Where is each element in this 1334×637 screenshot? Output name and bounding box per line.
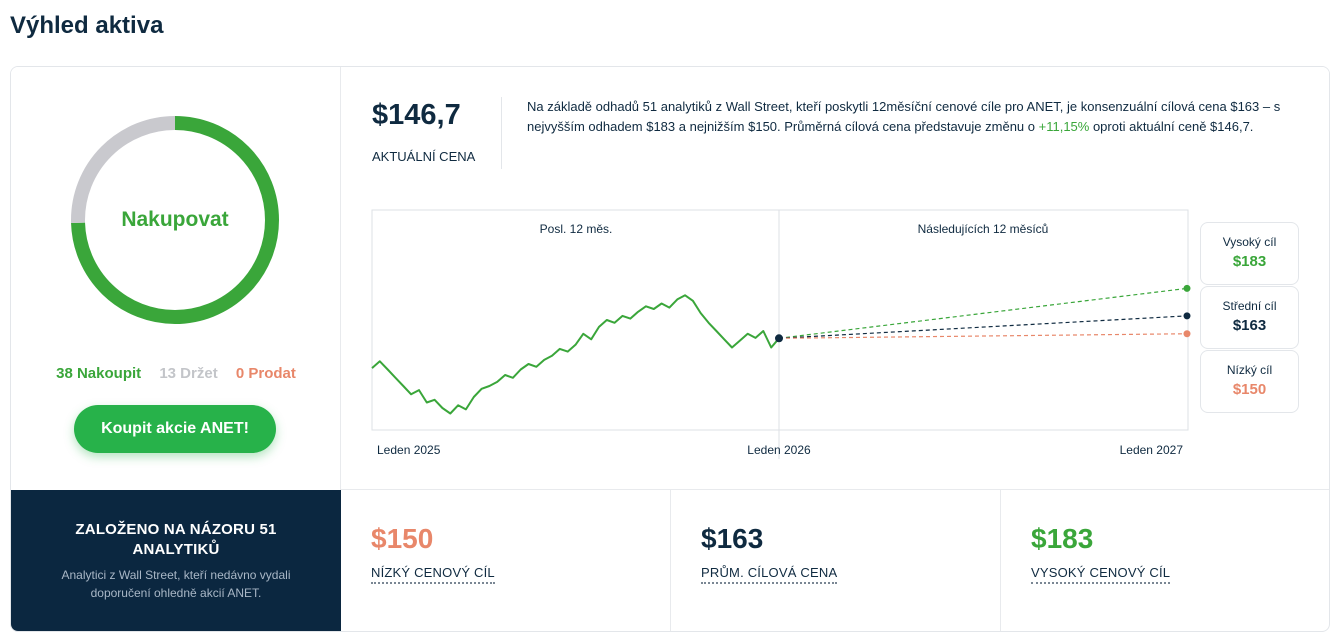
- high-target-point: [1183, 284, 1191, 292]
- summary-percent-change: +11,15%: [1038, 119, 1090, 134]
- analyst-outlook-card: Nakupovat 38 Nakoupit 13 Držet 0 Prodat …: [10, 66, 1330, 632]
- based-on-panel: ZALOŽENO NA NÁZORU 51 ANALYTIKŮ Analytic…: [11, 490, 341, 631]
- high-price-target-value: $183: [1031, 523, 1094, 554]
- hold-count: 13 Držet: [159, 365, 218, 382]
- current-price-label: AKTUÁLNÍ CENA: [372, 149, 476, 164]
- average-target-label: Střední cíl: [1222, 299, 1277, 313]
- page-title: Výhled aktiva: [10, 12, 164, 39]
- high-price-target-stat: $183 VYSOKÝ CENOVÝ CÍL: [1001, 490, 1329, 631]
- average-price-target-stat: $163 PRŮM. CÍLOVÁ CENA: [671, 490, 1001, 631]
- low-target-value: $150: [1232, 381, 1267, 398]
- sell-count: 0 Prodat: [235, 365, 296, 382]
- average-target-value: $163: [1232, 317, 1267, 334]
- average-target-point: [1183, 312, 1191, 320]
- high-target-value: $183: [1232, 253, 1267, 270]
- price-forecast-chart: Posl. 12 měs. Následujících 12 měsíců Le…: [371, 209, 1191, 459]
- forecast-panel: $146,7 AKTUÁLNÍ CENA Na základě odhadů 5…: [341, 67, 1329, 490]
- chart-frame: [371, 209, 1189, 431]
- high-target-projection-line: [778, 287, 1188, 339]
- average-price-target-value: $163: [701, 523, 764, 554]
- low-target-point: [1183, 330, 1191, 338]
- divider: [501, 97, 502, 169]
- donut-hold-segment: [71, 116, 279, 324]
- x-tick-label: Leden 2026: [747, 443, 811, 457]
- summary-text-end: oproti aktuální ceně $146,7.: [1089, 119, 1254, 134]
- buy-stock-button[interactable]: Koupit akcie ANET!: [74, 405, 276, 453]
- forecast-summary: Na základě odhadů 51 analytiků z Wall St…: [527, 97, 1297, 137]
- vote-counts: 38 Nakoupit 13 Držet 0 Prodat: [11, 365, 341, 382]
- based-on-subtitle: Analytici z Wall Street, kteří nedávno v…: [61, 568, 291, 600]
- low-target-projection-line: [778, 333, 1188, 339]
- low-price-target-label[interactable]: NÍZKÝ CENOVÝ CÍL: [371, 565, 495, 584]
- summary-text-start: Na základě odhadů 51 analytiků z Wall St…: [527, 99, 1281, 134]
- consensus-panel: Nakupovat 38 Nakoupit 13 Držet 0 Prodat …: [11, 67, 341, 490]
- consensus-donut-chart: [71, 116, 279, 324]
- x-tick-label: Leden 2027: [1120, 443, 1184, 457]
- average-target-box: Střední cíl $163: [1200, 286, 1299, 349]
- current-price-point: [775, 334, 783, 343]
- chart-past-label: Posl. 12 měs.: [540, 222, 613, 236]
- low-price-target-value: $150: [371, 523, 434, 554]
- low-target-box: Nízký cíl $150: [1200, 350, 1299, 413]
- x-tick-label: Leden 2025: [377, 443, 441, 457]
- consensus-label: Nakupovat: [121, 208, 229, 231]
- past-price-line: [371, 294, 780, 415]
- high-price-target-label[interactable]: VYSOKÝ CENOVÝ CÍL: [1031, 565, 1171, 584]
- average-price-target-label[interactable]: PRŮM. CÍLOVÁ CENA: [701, 565, 838, 584]
- chart-future-label: Následujících 12 měsíců: [918, 222, 1049, 236]
- high-target-label: Vysoký cíl: [1222, 235, 1277, 249]
- low-price-target-stat: $150 NÍZKÝ CENOVÝ CÍL: [341, 490, 671, 631]
- high-target-box: Vysoký cíl $183: [1200, 222, 1299, 285]
- current-price: $146,7: [372, 99, 461, 131]
- based-on-title: ZALOŽENO NA NÁZORU 51 ANALYTIKŮ: [75, 521, 277, 558]
- low-target-label: Nízký cíl: [1226, 363, 1273, 377]
- buy-count: 38 Nakoupit: [56, 365, 142, 382]
- average-target-projection-line: [778, 315, 1188, 339]
